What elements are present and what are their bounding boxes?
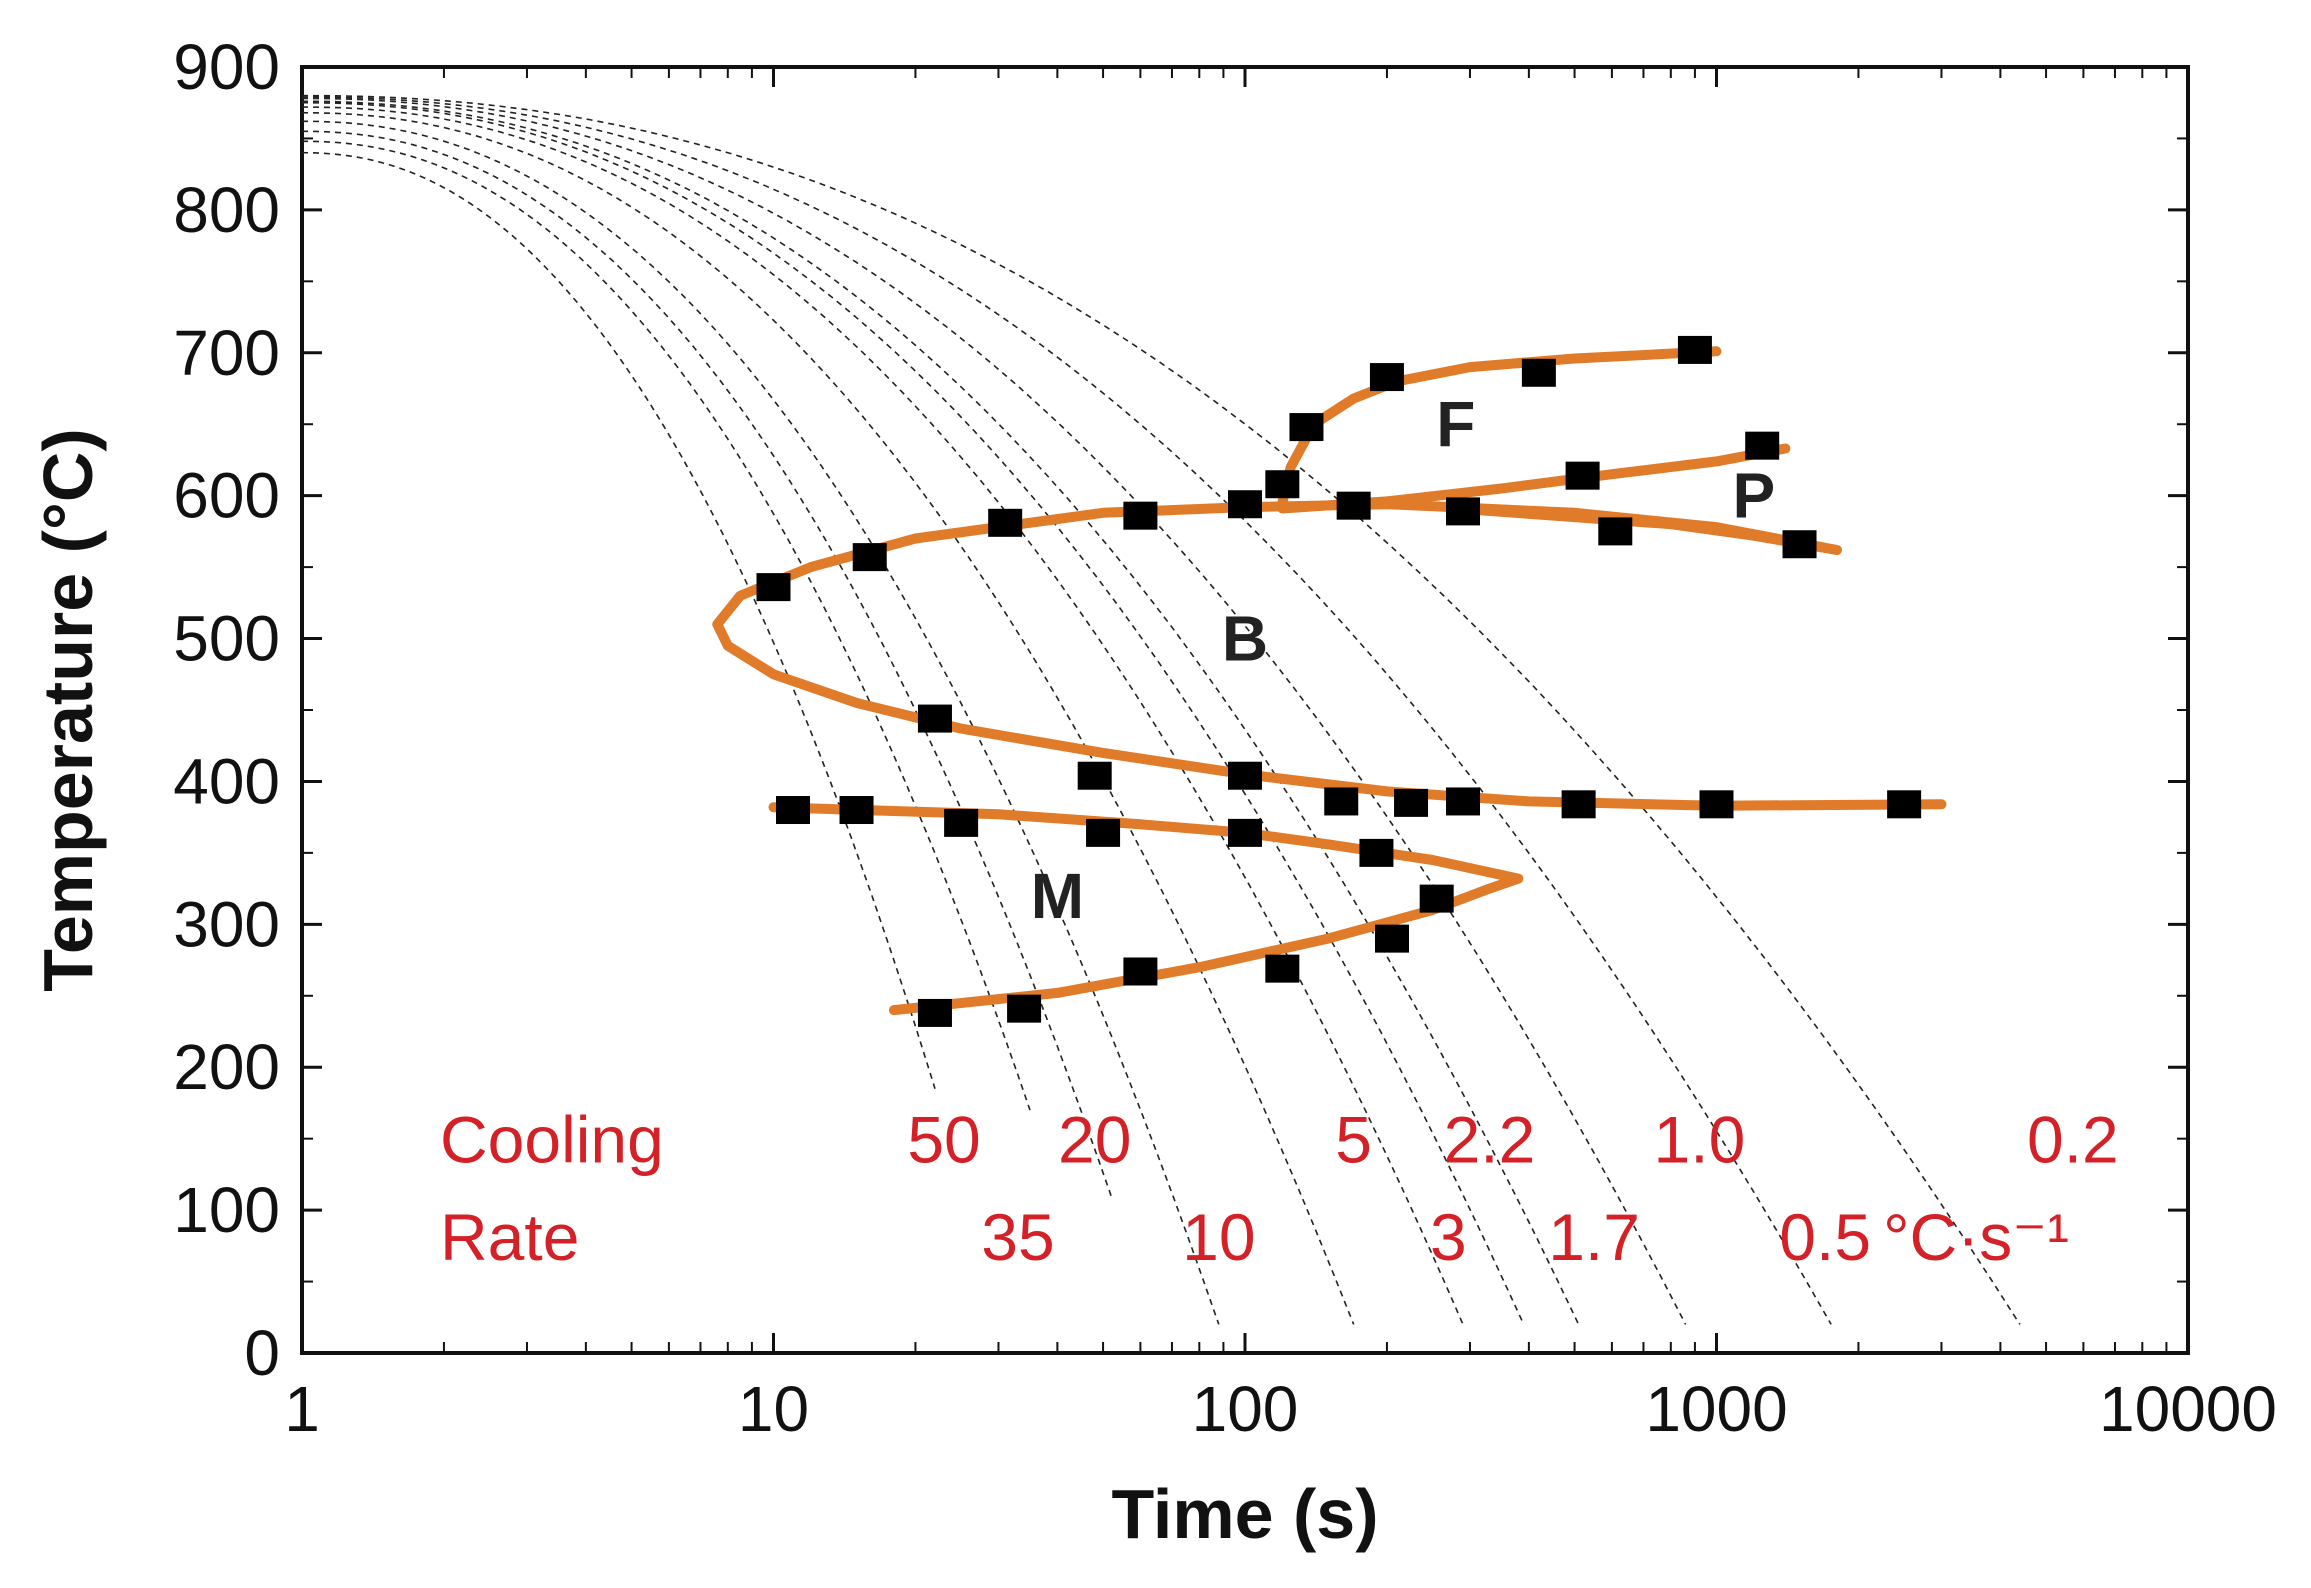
x-tick-label: 1000 <box>1645 1373 1787 1445</box>
data-point-p <box>1745 431 1780 460</box>
data-point-b <box>1446 787 1481 816</box>
data-point-m <box>1007 994 1042 1023</box>
y-axis-title: Temperature (°C) <box>29 428 107 991</box>
x-tick-label: 1 <box>284 1373 320 1445</box>
x-tick-label: 100 <box>1192 1373 1299 1445</box>
x-tick-label: 10 <box>738 1373 809 1445</box>
region-label-b: B <box>1222 603 1268 675</box>
data-point-b <box>1336 491 1371 520</box>
data-point-m <box>1374 924 1409 953</box>
cooling-curve-50 <box>301 151 936 1089</box>
y-tick-label: 900 <box>173 31 280 103</box>
cooling-curve-10 <box>301 120 1220 1325</box>
region-label-m: M <box>1031 860 1084 932</box>
cooling-rate-label: 5 <box>1335 1103 1372 1177</box>
data-point-f <box>1521 358 1556 387</box>
data-point-b <box>1699 790 1734 819</box>
cooling-rate-label: 1.7 <box>1548 1200 1640 1274</box>
cooling-rate-label: 50 <box>907 1103 980 1177</box>
cooling-curve-0.5 <box>301 96 1832 1325</box>
curve-m <box>768 802 1524 1016</box>
data-point-p-end <box>1598 517 1633 546</box>
data-point-b <box>852 543 887 572</box>
data-point-m <box>1419 884 1454 913</box>
cooling-curves <box>301 94 2021 1325</box>
data-point-m <box>1228 818 1262 847</box>
data-point-m <box>1123 957 1158 986</box>
rate-caption: Rate <box>440 1200 579 1274</box>
cooling-rate-unit: °C·s⁻¹ <box>1883 1200 2069 1274</box>
cooling-rate-label: 10 <box>1182 1200 1255 1274</box>
data-point-b <box>1123 501 1158 530</box>
x-tick-label: 10000 <box>2099 1373 2277 1445</box>
data-point-f <box>1677 335 1712 364</box>
data-point-f <box>1369 363 1404 392</box>
y-tick-label: 800 <box>173 174 280 246</box>
data-point-p-end <box>1782 530 1817 559</box>
cooling-curve-1 <box>301 97 1687 1325</box>
data-point-m <box>1359 838 1394 867</box>
cooling-caption: Cooling <box>440 1103 664 1177</box>
cooling-curve-2.2 <box>301 101 1525 1325</box>
data-point-b <box>1887 790 1922 819</box>
data-point-b <box>1561 790 1596 819</box>
y-tick-label: 700 <box>173 317 280 389</box>
cooling-rate-label: 20 <box>1058 1103 1131 1177</box>
cooling-rate-label: 0.2 <box>2027 1103 2119 1177</box>
cooling-rate-label: 3 <box>1430 1200 1467 1274</box>
region-label-p: P <box>1732 460 1775 532</box>
data-point-f <box>1289 413 1324 442</box>
data-point-m <box>839 796 874 825</box>
data-point-m <box>776 796 811 825</box>
data-point-b <box>1077 761 1112 790</box>
cooling-curve-5 <box>301 111 1355 1325</box>
cooling-rate-label: 0.5 <box>1779 1200 1871 1274</box>
curve-b <box>712 499 1947 811</box>
data-point-b <box>988 508 1023 537</box>
y-tick-label: 400 <box>173 745 280 817</box>
data-point-b <box>1324 787 1359 816</box>
data-point-m <box>1265 954 1300 983</box>
data-point-b <box>1228 761 1262 790</box>
y-tick-label: 500 <box>173 603 280 675</box>
y-tick-label: 200 <box>173 1031 280 1103</box>
data-markers <box>756 335 1922 1027</box>
cooling-rate-label: 35 <box>981 1200 1054 1274</box>
y-tick-label: 0 <box>244 1317 280 1389</box>
cooling-curve-3 <box>301 106 1464 1325</box>
y-tick-label: 100 <box>173 1174 280 1246</box>
annotation-labels: F P B M Cooling Rate 50 20 5 2.2 1.0 0.2 35 10 3 1.7 0.5… <box>440 388 2119 1274</box>
data-point-m <box>917 998 952 1027</box>
data-point-b <box>1228 490 1262 519</box>
data-point-b <box>917 704 952 733</box>
region-label-f: F <box>1436 388 1475 460</box>
data-point-b <box>1265 470 1300 499</box>
data-point-p <box>1565 461 1600 490</box>
data-point-b <box>1394 788 1429 817</box>
data-point-b <box>1446 497 1481 526</box>
y-tick-label: 300 <box>173 888 280 960</box>
cooling-curve-0.2 <box>301 94 2021 1325</box>
axis-ticks: 1 10 100 1000 10000 0 100 200 300 400 500 600 700 800… <box>173 31 2277 1445</box>
curve-f <box>1277 346 1722 508</box>
cooling-rate-label: 1.0 <box>1654 1103 1746 1177</box>
data-point-m <box>1086 818 1121 847</box>
cooling-curve-20 <box>301 130 1112 1197</box>
data-point-b <box>756 573 791 602</box>
data-point-m <box>944 808 979 837</box>
y-tick-label: 600 <box>173 460 280 532</box>
x-axis-title: Time (s) <box>1111 1475 1378 1553</box>
cooling-curve-1.7 <box>301 100 1580 1325</box>
cooling-curve-35 <box>301 140 1031 1111</box>
cooling-rate-label: 2.2 <box>1444 1103 1536 1177</box>
